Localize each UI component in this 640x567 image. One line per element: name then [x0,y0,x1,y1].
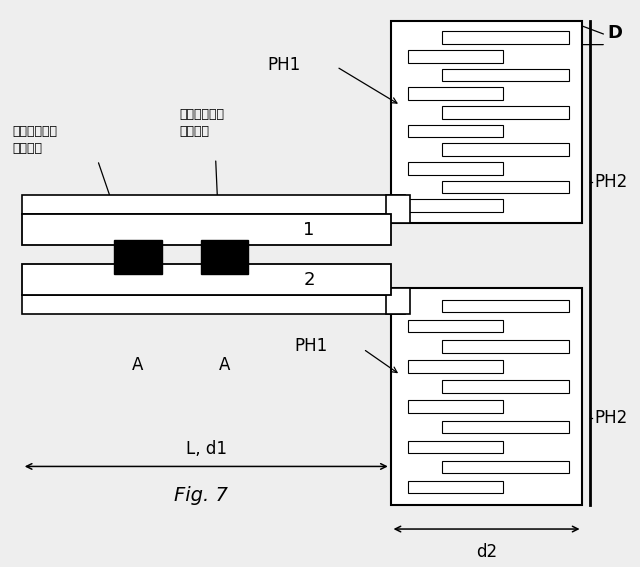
Text: d2: d2 [476,544,497,561]
Bar [22,214,390,245]
Bar [442,181,569,193]
Bar [442,31,569,44]
Bar [408,162,504,175]
Bar [408,87,504,100]
Bar [408,125,504,137]
Bar [408,320,504,332]
Text: 1: 1 [303,221,315,239]
Bar [442,300,569,312]
Bar [386,195,410,223]
Bar [408,200,504,212]
Bar [408,50,504,62]
Text: PH2: PH2 [595,409,627,428]
Text: D: D [607,24,622,42]
Bar [115,240,161,274]
Text: Fig. 7: Fig. 7 [174,486,228,505]
Bar [22,295,405,314]
Bar [442,340,569,353]
Bar [408,441,504,453]
Bar [442,69,569,81]
Bar [442,421,569,433]
Text: 共振器部分の
アンカー: 共振器部分の アンカー [12,125,57,155]
Bar [390,288,582,505]
Bar [408,481,504,493]
Bar [442,143,569,156]
Text: PH2: PH2 [595,174,627,191]
Bar [442,380,569,393]
Bar [408,400,504,413]
Text: A: A [219,356,230,374]
Text: 2: 2 [303,270,315,289]
Bar [442,461,569,473]
Bar [390,20,582,223]
Bar [386,288,410,314]
Bar [442,106,569,119]
Bar [408,360,504,373]
Text: L, d1: L, d1 [186,440,227,458]
Text: 対電極部分の
アンカー: 対電極部分の アンカー [179,108,224,138]
Bar [201,240,248,274]
Text: PH1: PH1 [294,337,328,355]
Bar [22,264,390,295]
Text: A: A [132,356,143,374]
Bar [22,195,405,214]
Text: PH1: PH1 [268,56,301,74]
Text: .: . [36,272,41,286]
